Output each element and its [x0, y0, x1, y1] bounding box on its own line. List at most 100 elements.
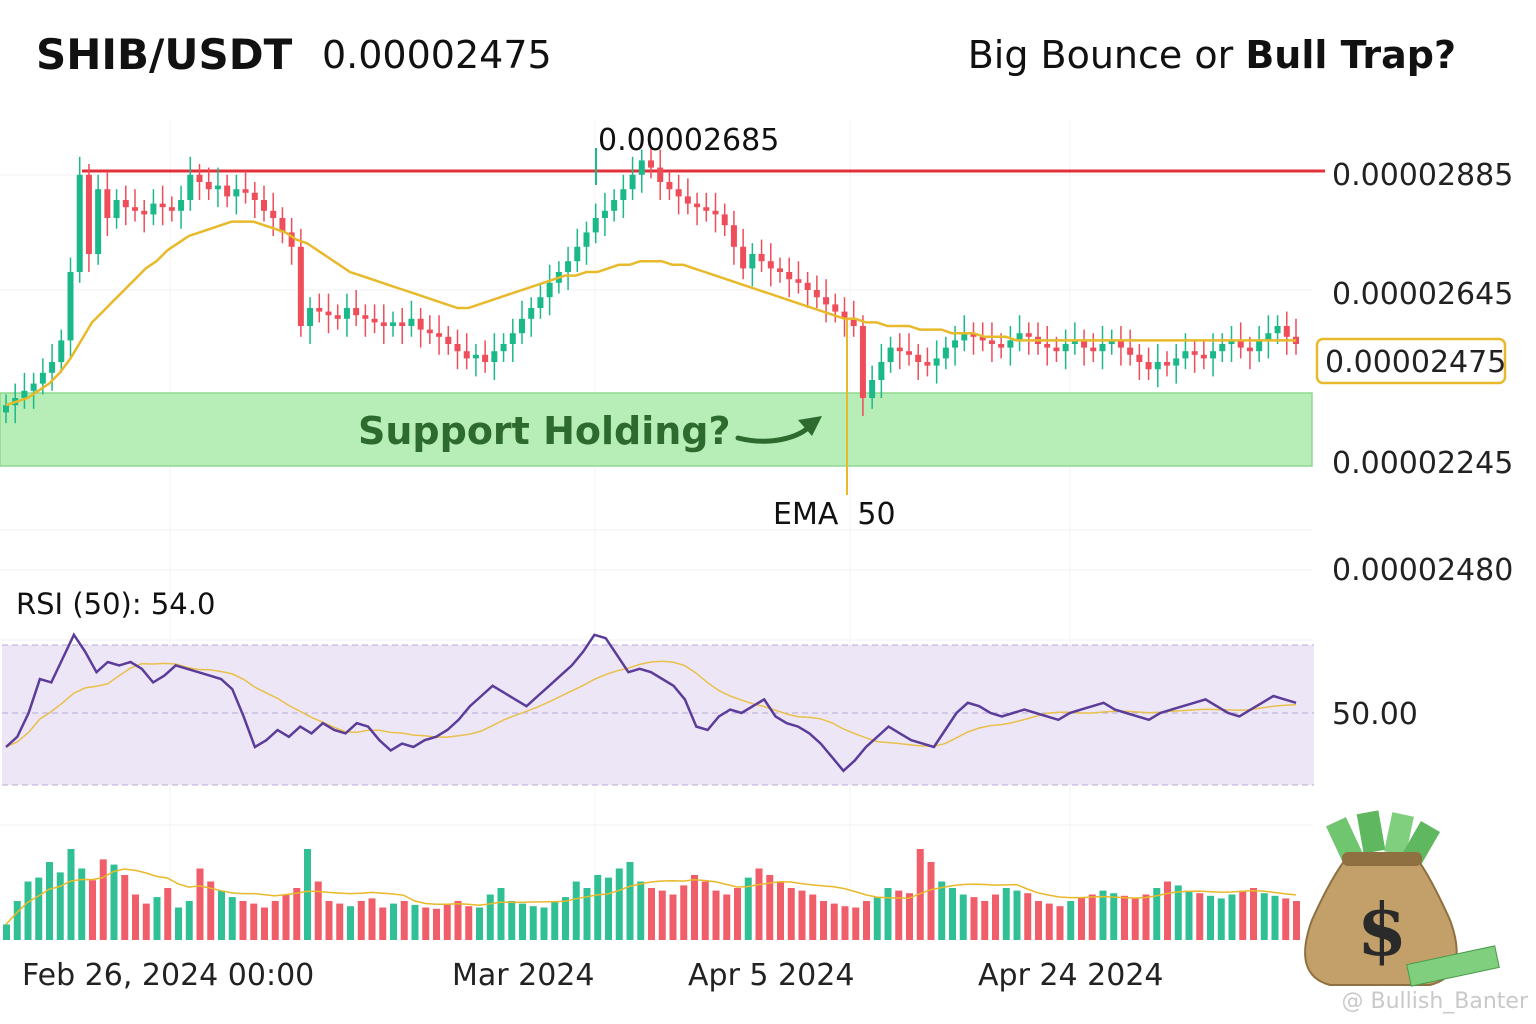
volume-bar: [949, 888, 956, 940]
candle-body: [270, 210, 277, 218]
candle-body: [850, 318, 857, 326]
volume-bar: [476, 907, 483, 940]
volume-bar: [1239, 890, 1247, 940]
volume-bar: [196, 868, 204, 940]
volume-bar: [164, 888, 172, 940]
volume-bar: [798, 890, 806, 940]
candle-body: [288, 232, 295, 247]
support-arrow-head-icon: [798, 416, 822, 436]
candle-body: [472, 354, 479, 359]
candle-body: [39, 372, 46, 384]
volume-bar: [712, 890, 720, 940]
volume-bar: [916, 849, 924, 940]
rsi-line: [5, 632, 1297, 773]
candle-body: [1219, 344, 1226, 352]
volume-bar: [3, 924, 10, 940]
candle-body: [159, 203, 166, 208]
rsi-name: RSI (50): [16, 587, 132, 621]
rsi-ma-line: [5, 660, 1297, 748]
candle-body: [67, 272, 74, 341]
volume-bar: [1196, 893, 1204, 940]
volume-bar: [175, 907, 182, 940]
volume-bar: [411, 904, 419, 940]
candle-body: [1108, 340, 1115, 344]
volume-bar: [121, 875, 129, 940]
volume-bar: [99, 859, 107, 940]
candle-body: [804, 282, 811, 290]
candle-body: [592, 218, 599, 233]
candle-body: [1200, 354, 1207, 359]
volume-bar: [1078, 897, 1085, 940]
volume-bar: [207, 881, 215, 940]
volume-bar: [572, 881, 580, 940]
volume-bar: [336, 903, 344, 940]
candle-body: [638, 160, 645, 175]
volume-bar: [830, 903, 838, 940]
candle-body: [841, 311, 848, 319]
candle-body: [933, 358, 940, 366]
volume-bar: [1110, 893, 1118, 940]
candle-body: [113, 200, 120, 218]
candle-body: [187, 174, 194, 200]
x-tick-3: Apr 24 2024: [978, 958, 1164, 993]
headline-regular: Big Bounce or: [967, 33, 1246, 77]
candle-body: [694, 203, 701, 208]
volume-bar: [78, 868, 86, 940]
candle-body: [675, 189, 682, 197]
grid: [0, 120, 1312, 940]
volume-bar: [658, 890, 666, 940]
candle-body: [1164, 362, 1170, 366]
candle-body: [1173, 358, 1180, 366]
volume-bar: [519, 903, 526, 940]
candle-body: [657, 167, 664, 182]
volume-bar: [293, 888, 301, 940]
volume-bar: [1002, 888, 1010, 940]
candle-body: [906, 351, 912, 355]
volume-bar: [626, 862, 634, 940]
volume-bar: [734, 888, 741, 940]
candle-body: [316, 308, 323, 312]
volume-bar: [551, 901, 559, 940]
candle-body: [961, 333, 968, 341]
volume-bar: [852, 907, 860, 940]
volume-ma-line: [5, 868, 1297, 925]
volume-bar: [583, 888, 591, 940]
candle-body: [1099, 344, 1106, 352]
candle-body: [325, 311, 332, 316]
x-tick-0: Feb 26, 2024 00:00: [22, 958, 314, 993]
ema-line: [5, 220, 1296, 407]
candle-body: [362, 315, 369, 319]
candle-body: [859, 326, 866, 398]
candle-body: [224, 185, 231, 197]
candle-body: [205, 182, 212, 190]
volume-bar: [873, 897, 881, 940]
volume-bar: [787, 888, 795, 940]
candle-body: [730, 225, 737, 247]
candle-body: [261, 200, 267, 211]
volume-bar: [906, 893, 913, 940]
volume-bar: [809, 894, 817, 940]
volume-bar: [970, 897, 978, 940]
volume-bar: [1099, 890, 1107, 940]
volume-bar: [669, 894, 677, 940]
volume-bar: [1035, 901, 1042, 940]
candle-body: [795, 279, 802, 283]
candle-body: [85, 174, 92, 254]
candle-body: [1127, 347, 1134, 355]
volume-bar: [282, 894, 290, 940]
volume-bar: [422, 907, 430, 940]
volume-bar: [1153, 888, 1161, 940]
volume-bar: [368, 898, 376, 940]
volume-bar: [820, 901, 827, 940]
candle-body: [629, 174, 636, 190]
candle-body: [334, 315, 341, 319]
volume-bar: [766, 875, 774, 940]
rsi-level-label: 50.00: [1332, 697, 1418, 732]
candle-body: [988, 340, 995, 344]
candle-body: [500, 344, 507, 352]
candles: [3, 146, 1299, 424]
watermark: @ Bullish_Banter: [1341, 989, 1529, 1014]
candle-body: [786, 272, 793, 280]
volume-bar: [400, 901, 408, 940]
